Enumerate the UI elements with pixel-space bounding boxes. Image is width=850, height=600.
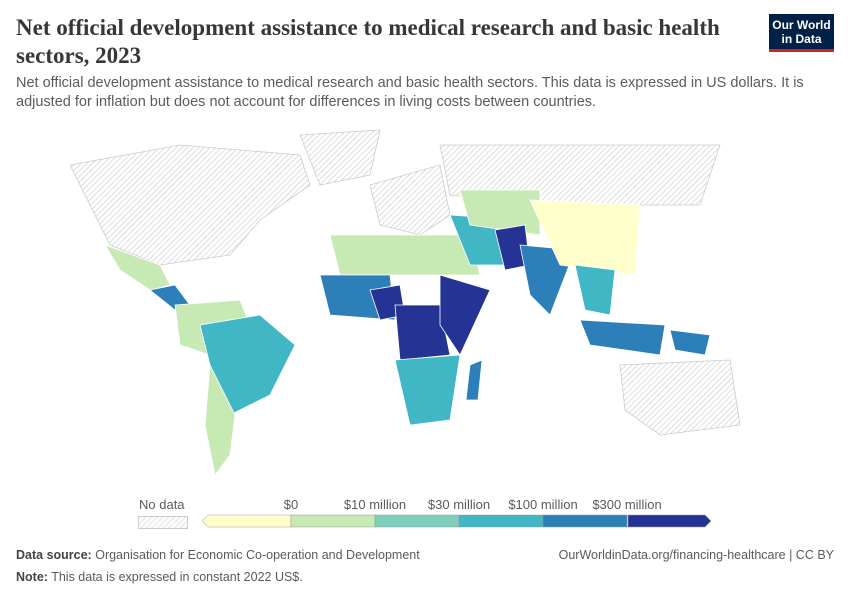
legend-label: $100 million — [508, 497, 578, 512]
world-map[interactable] — [0, 125, 850, 485]
region-papua-new-guinea[interactable] — [669, 329, 711, 356]
region-north-america[interactable] — [69, 144, 311, 266]
legend-label: $0 — [283, 497, 299, 512]
legend-swatch — [458, 514, 544, 528]
page-title: Net official development assistance to m… — [16, 15, 720, 68]
region-china[interactable] — [529, 199, 641, 276]
legend-swatch — [290, 514, 376, 528]
region-australia[interactable] — [619, 359, 741, 436]
region-central-asia[interactable] — [459, 189, 541, 236]
region-mexico[interactable] — [104, 244, 171, 291]
region-north-africa[interactable] — [329, 234, 481, 276]
region-central-africa[interactable] — [394, 304, 451, 361]
source-url[interactable]: OurWorldinData.org/financing-healthcare … — [558, 548, 834, 562]
legend-label: $30 million — [427, 497, 491, 512]
legend-swatch — [542, 514, 628, 528]
subtitle: Net official development assistance to m… — [16, 75, 804, 110]
legend-label: $10 million — [343, 497, 407, 512]
data-source: Data source: Organisation for Economic C… — [16, 548, 420, 562]
owid-logo[interactable]: Our World in Data — [769, 14, 834, 52]
region-southern-cone[interactable] — [204, 363, 236, 476]
legend-swatch — [374, 514, 460, 528]
legend-swatch — [627, 514, 712, 528]
region-southeast-asia[interactable] — [574, 264, 616, 316]
legend-label: $300 million — [592, 497, 662, 512]
no-data-swatch — [138, 516, 188, 529]
no-data-label: No data — [139, 497, 185, 512]
region-europe[interactable] — [369, 164, 451, 236]
region-madagascar[interactable] — [465, 359, 483, 401]
legend-bar — [201, 514, 712, 528]
region-indonesia[interactable] — [579, 319, 666, 356]
legend-swatch — [201, 514, 292, 528]
region-greenland[interactable] — [299, 129, 381, 186]
note: Note: This data is expressed in constant… — [16, 570, 303, 584]
region-southern-africa[interactable] — [394, 354, 461, 426]
